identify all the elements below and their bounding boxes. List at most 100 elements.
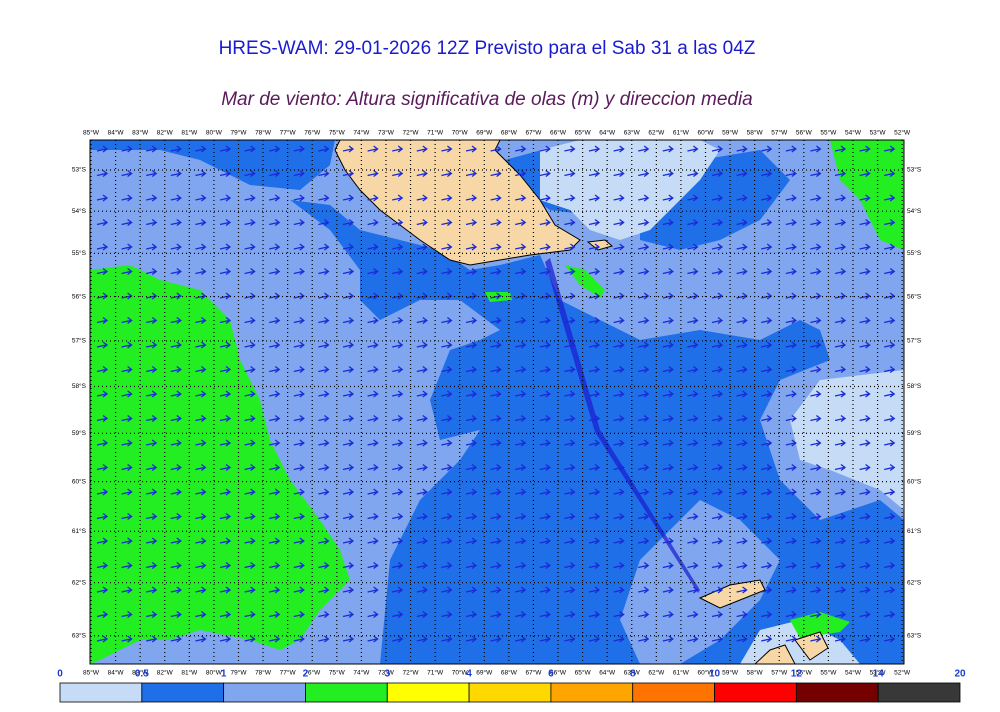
wave-arrow [318, 414, 330, 423]
wave-arrow [342, 267, 355, 276]
wave-arrow [736, 243, 748, 251]
wave-arrow [170, 635, 182, 643]
lon-label: 60°W [698, 129, 715, 137]
wave-arrow [638, 316, 650, 325]
wave-arrow [219, 635, 232, 643]
wave-arrow [515, 341, 527, 349]
wave-arrow [367, 414, 379, 423]
wave-arrow [219, 414, 232, 423]
lon-label: 78°W [255, 669, 272, 677]
wave-arrow [269, 365, 281, 374]
lon-label: 77°W [280, 669, 297, 677]
wave-arrow [785, 218, 797, 227]
wave-arrow [367, 439, 379, 447]
wave-arrow [785, 390, 797, 398]
wave-arrow [392, 586, 404, 594]
colorbar-label: 0.5 [135, 669, 149, 680]
wave-arrow [761, 218, 773, 227]
wave-arrow [392, 145, 404, 153]
wave-arrow [490, 365, 502, 374]
lon-label: 63°W [624, 669, 641, 677]
wave-arrow [367, 488, 379, 496]
wave-arrow [490, 512, 502, 521]
wave-arrow [588, 488, 601, 496]
wave-arrow [662, 439, 674, 447]
wave-arrow [392, 414, 404, 423]
wave-arrow [588, 586, 601, 594]
wave-arrow [121, 341, 133, 349]
wave-arrow [884, 610, 896, 619]
wave-arrow [367, 365, 379, 374]
wave-arrow [785, 537, 797, 545]
wave-arrow [293, 365, 305, 374]
wave-arrow [392, 390, 404, 398]
wave-arrow [465, 365, 478, 374]
wave-arrow [884, 586, 896, 594]
wave-arrow [490, 169, 502, 178]
wave-arrow [269, 145, 281, 153]
wave-arrow [859, 561, 871, 570]
colorbar-box [468, 682, 552, 703]
lat-label: 57°S [72, 337, 87, 345]
lon-label: 55°W [820, 129, 837, 137]
wave-arrow [121, 390, 133, 398]
wave-arrow [416, 243, 428, 251]
wave-arrow [121, 463, 133, 472]
wave-arrow [318, 267, 330, 276]
wave-arrow [416, 414, 428, 423]
wave-arrow [711, 316, 724, 325]
wave-arrow [465, 439, 478, 447]
wave-arrow [465, 463, 478, 472]
wave-arrow [416, 463, 428, 472]
wave-arrow [539, 194, 551, 202]
wave-arrow [96, 512, 109, 521]
lon-label: 58°W [747, 129, 764, 137]
wave-arrow [761, 439, 773, 447]
wave-arrow [515, 635, 527, 643]
wave-arrow [761, 145, 773, 153]
lat-label: 55°S [72, 249, 87, 257]
wave-arrow [515, 316, 527, 325]
wave-arrow [293, 267, 305, 276]
wave-arrow [761, 169, 773, 178]
wave-arrow [269, 341, 281, 349]
wave-arrow [613, 243, 625, 251]
wave-arrow [638, 488, 650, 496]
wave-arrow [564, 439, 576, 447]
wave-arrow [711, 218, 724, 227]
wave-arrow [810, 316, 822, 325]
wave-arrow [859, 292, 871, 300]
lat-label: 54°S [907, 207, 922, 215]
sea-zone [620, 500, 780, 664]
wave-arrow [638, 537, 650, 545]
wave-arrow [293, 316, 305, 325]
lon-label: 57°W [771, 669, 788, 677]
wave-arrow [219, 194, 232, 202]
wave-arrow [662, 610, 674, 619]
wave-arrow [367, 267, 379, 276]
wave-arrow [834, 414, 847, 423]
wave-arrow [638, 635, 650, 643]
wave-arrow [244, 194, 256, 202]
wave-arrow [342, 488, 355, 496]
lon-label: 65°W [575, 129, 592, 137]
wave-arrow [318, 635, 330, 643]
lat-label: 55°S [907, 249, 922, 257]
wave-arrow [859, 463, 871, 472]
wave-arrow [170, 341, 182, 349]
wave-arrow [884, 561, 896, 570]
lon-label: 55°W [820, 669, 837, 677]
wave-arrow [736, 169, 748, 178]
wave-arrow [269, 169, 281, 178]
wave-arrow [170, 243, 182, 251]
lon-label: 60°W [698, 669, 715, 677]
wave-arrow [465, 488, 478, 496]
wave-arrow [588, 512, 601, 521]
wave-arrow [785, 635, 797, 643]
wave-arrow [465, 561, 478, 570]
wave-arrow [515, 586, 527, 594]
wave-arrow [711, 194, 724, 202]
wave-arrow [761, 292, 773, 300]
wave-arrow [146, 316, 158, 325]
wave-arrow [711, 267, 724, 276]
